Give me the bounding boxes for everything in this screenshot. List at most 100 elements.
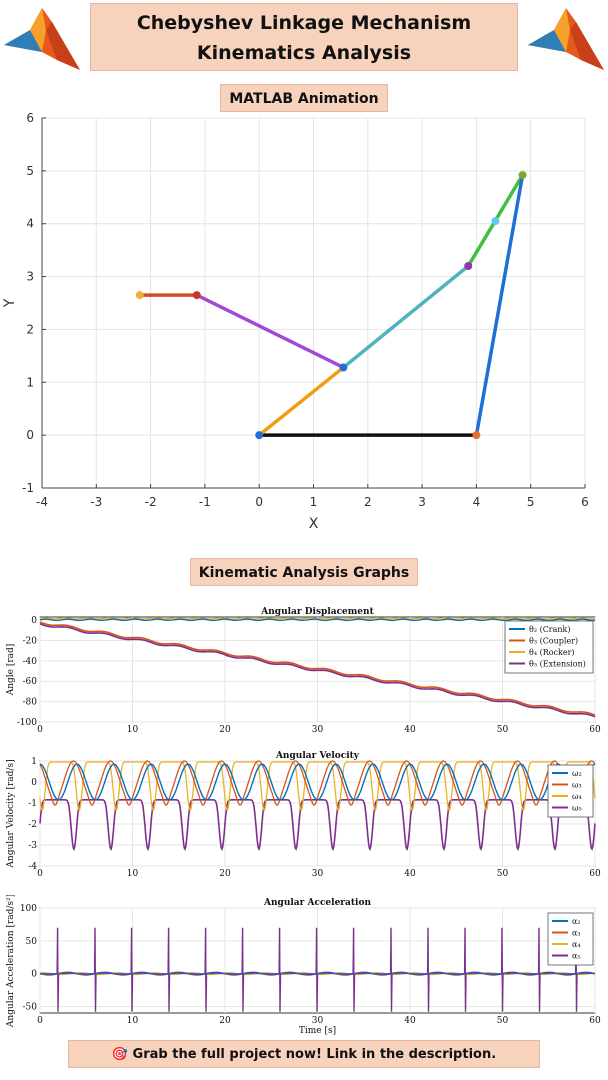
x-tick-label: 40 (404, 1016, 416, 1026)
x-tick-label: 0 (37, 725, 43, 735)
x-tick-label: 2 (364, 495, 372, 509)
page-title: Chebyshev Linkage Mechanism Kinematics A… (90, 3, 518, 71)
cta-text: Grab the full project now! Link in the d… (132, 1047, 497, 1062)
y-tick-label: 2 (26, 322, 34, 336)
y-tick-label: 0 (26, 428, 34, 442)
x-tick-label: 0 (37, 1016, 43, 1026)
x-tick-label: 50 (497, 1016, 509, 1026)
x-tick-label: 20 (219, 725, 231, 735)
x-tick-label: 4 (473, 495, 481, 509)
legend-entry: θ₃ (Coupler) (529, 637, 578, 646)
x-tick-label: 50 (497, 725, 509, 735)
y-axis-label: Angle [rad] (6, 644, 16, 697)
x-tick-label: 10 (127, 725, 139, 735)
x-tick-label: 5 (527, 495, 535, 509)
y-tick-label: -3 (28, 841, 37, 851)
legend-entry: ω₅ (572, 804, 582, 813)
x-tick-label: 6 (581, 495, 589, 509)
y-tick-label: 6 (26, 112, 34, 125)
x-tick-label: 3 (418, 495, 426, 509)
y-tick-label: -20 (23, 636, 38, 646)
legend-entry: ω₄ (572, 792, 582, 801)
link-bar (195, 293, 346, 370)
x-tick-label: 50 (497, 869, 509, 879)
x-axis-label: Time [s] (299, 1026, 336, 1036)
y-tick-label: 3 (26, 270, 34, 284)
chart-title: Angular Velocity (275, 751, 360, 761)
y-tick-label: -2 (28, 820, 37, 830)
target-icon: 🎯 (111, 1047, 129, 1062)
x-tick-label: 60 (589, 869, 601, 879)
displacement-chart: Angular Displacement 0 10 20 30 40 50 60 0 -20 -40… (6, 607, 601, 735)
x-tick-label: -1 (199, 495, 211, 509)
x-tick-label: 10 (127, 869, 139, 879)
series-line-theta2 (39, 618, 596, 622)
acceleration-chart: Angular Acceleration 0 10 20 30 40 50 60 100 50 0 -… (6, 895, 601, 1036)
x-tick-label: 0 (37, 869, 43, 879)
y-tick-label: -1 (22, 481, 34, 495)
x-tick-label: 30 (312, 725, 324, 735)
linkage-animation-plot: -4 -3 -2 -1 0 1 2 3 4 5 6 -1 0 1 2 3 4 5 6 X Y (2, 112, 589, 532)
x-tick-label: -2 (145, 495, 157, 509)
joint-point (472, 431, 481, 440)
title-line-1: Chebyshev Linkage Mechanism (136, 12, 472, 34)
y-tick-label: 50 (26, 937, 38, 947)
series-line-theta5 (39, 623, 596, 718)
link-bar (257, 365, 346, 437)
cta-banner: 🎯 Grab the full project now! Link in the… (68, 1040, 540, 1068)
link-bar (341, 264, 471, 370)
legend-entry: α₅ (572, 952, 581, 961)
joint-point (255, 431, 264, 440)
y-tick-label: -1 (28, 799, 37, 809)
y-tick-label: 0 (31, 970, 37, 980)
x-tick-label: 20 (219, 1016, 231, 1026)
legend-entry: θ₂ (Crank) (529, 625, 571, 634)
x-tick-label: 60 (589, 1016, 601, 1026)
x-tick-label: 20 (219, 869, 231, 879)
y-tick-label: -40 (23, 657, 38, 667)
y-tick-label: 5 (26, 164, 34, 178)
joint-point (192, 291, 201, 300)
animation-label: MATLAB Animation (220, 84, 388, 112)
x-tick-label: 60 (589, 725, 601, 735)
x-tick-label: -3 (90, 495, 102, 509)
y-tick-label: 1 (31, 757, 37, 767)
matlab-logo-left-icon (4, 8, 80, 70)
y-tick-label: -60 (23, 677, 38, 687)
x-tick-label: 40 (404, 725, 416, 735)
matlab-logo-right-icon (528, 8, 604, 70)
x-tick-label: 10 (127, 1016, 139, 1026)
y-tick-label: 1 (26, 375, 34, 389)
y-tick-label: 0 (31, 778, 37, 788)
series-line-omega4 (39, 761, 596, 812)
y-tick-label: -50 (23, 1002, 38, 1012)
series-line-theta3 (39, 621, 596, 716)
joint-point (464, 262, 473, 270)
chart-title: Angular Displacement (260, 607, 374, 617)
graphs-label: Kinematic Analysis Graphs (190, 558, 418, 586)
series-line-omega3 (39, 760, 596, 806)
y-axis-label: Angular Velocity [rad/s] (6, 759, 16, 868)
x-tick-label: 30 (312, 1016, 324, 1026)
x-tick-label: 1 (310, 495, 318, 509)
y-axis-label: Y (2, 298, 18, 308)
y-tick-label: -4 (28, 862, 37, 872)
legend-entry: α₃ (572, 929, 581, 938)
joint-point (339, 363, 348, 372)
legend-entry: α₄ (572, 940, 581, 949)
series-line-omega2 (39, 763, 596, 801)
joint-point (491, 217, 500, 226)
x-axis-label: X (309, 516, 319, 532)
legend-entry: ω₃ (572, 781, 582, 790)
y-tick-label: 100 (20, 904, 37, 914)
chart-title: Angular Acceleration (263, 898, 371, 908)
x-tick-label: -4 (36, 495, 48, 509)
joint-point (135, 291, 144, 300)
joint-point (518, 171, 527, 180)
y-tick-label: 4 (26, 217, 34, 231)
legend-entry: θ₄ (Rocker) (529, 648, 575, 657)
y-tick-label: 0 (31, 616, 37, 626)
legend-entry: θ₅ (Extension) (529, 660, 586, 669)
x-tick-label: 40 (404, 869, 416, 879)
